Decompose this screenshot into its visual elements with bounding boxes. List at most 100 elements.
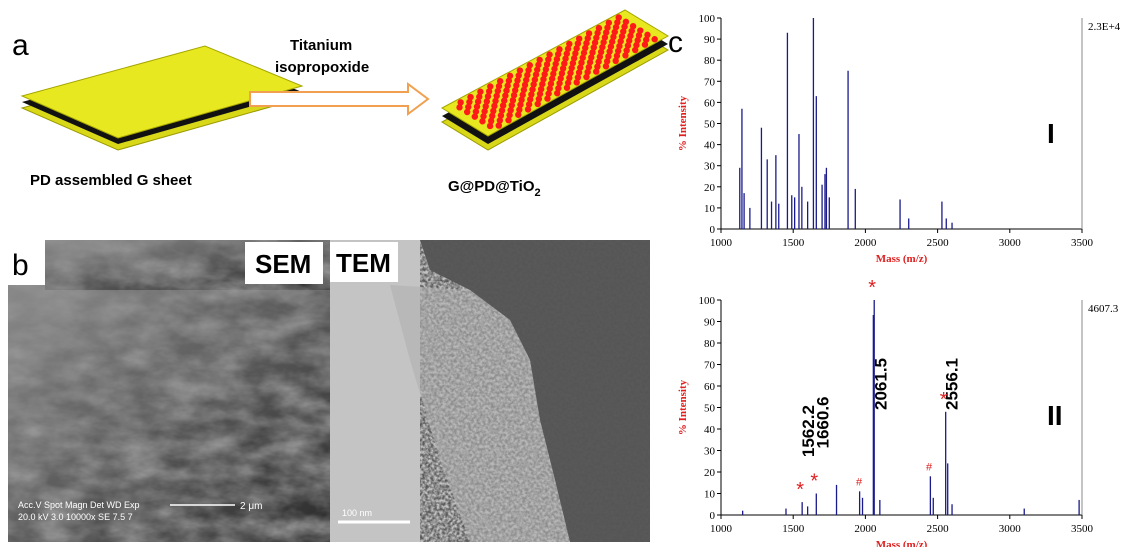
particle: [621, 23, 627, 29]
particle: [497, 117, 503, 123]
particle: [604, 24, 610, 30]
particle: [587, 59, 593, 65]
y-tick-label: 70: [704, 76, 716, 88]
y-tick-label: 100: [699, 295, 716, 307]
particle: [580, 55, 586, 61]
particle: [626, 38, 632, 44]
particle: [602, 34, 608, 40]
scale-label: 2 μm: [240, 501, 262, 512]
particle: [582, 45, 588, 51]
peak-label: 1660.6: [813, 397, 832, 449]
sem-info: 20.0 kV 3.0 10000x SE 7.5 7: [18, 512, 133, 522]
x-axis-label: Mass (m/z): [876, 539, 928, 547]
y-tick-label: 40: [704, 140, 716, 152]
particle: [575, 74, 581, 80]
particle: [604, 58, 610, 64]
panel-label: b: [12, 249, 29, 282]
caption: PD assembled G sheet: [30, 172, 192, 189]
particle: [533, 71, 539, 77]
particle: [555, 85, 561, 91]
particle: [486, 88, 492, 94]
particle: [643, 37, 649, 43]
particle: [553, 61, 559, 67]
y-tick-label: 80: [704, 338, 716, 350]
particle: [479, 118, 485, 124]
panel-label: c: [668, 26, 683, 59]
y-tick-label: 30: [704, 446, 716, 458]
particle: [548, 81, 554, 87]
particle: [560, 65, 566, 71]
x-tick-label: 3500: [1071, 523, 1094, 535]
particle: [528, 91, 534, 97]
particle: [585, 35, 591, 41]
y-tick-label: 70: [704, 360, 716, 372]
y-tick-label: 0: [710, 510, 716, 522]
peak-mark: #: [856, 476, 863, 488]
spectrum-label: II: [1047, 400, 1063, 431]
image-title: TEM: [336, 248, 391, 278]
scale-label: 100 nm: [342, 508, 372, 518]
particle: [614, 19, 620, 25]
particle: [612, 29, 618, 35]
particle: [501, 97, 507, 103]
y-tick-label: 50: [704, 119, 716, 131]
particle: [543, 66, 549, 72]
particle: [562, 55, 568, 61]
y-axis-label: % Intensity: [677, 379, 689, 435]
particle: [466, 99, 472, 105]
particle: [545, 90, 551, 96]
particle: [589, 49, 595, 55]
x-tick-label: 3000: [999, 237, 1022, 249]
y-tick-label: 90: [704, 34, 716, 46]
x-tick-label: 2000: [854, 237, 877, 249]
particle: [570, 60, 576, 66]
y-axis-label: % Intensity: [677, 95, 689, 151]
spectrum-label: I: [1047, 118, 1055, 149]
y-tick-label: 30: [704, 161, 716, 173]
particle: [594, 63, 600, 69]
y-tick-label: 0: [710, 224, 716, 236]
x-tick-label: 3500: [1071, 237, 1094, 249]
particle: [616, 43, 622, 49]
max-intensity: 2.3E+4: [1088, 21, 1121, 33]
x-tick-label: 1000: [710, 237, 733, 249]
y-tick-label: 10: [704, 489, 716, 501]
particle: [489, 113, 495, 119]
particle: [506, 112, 512, 118]
particle: [592, 39, 598, 45]
caption: G@PD@TiO2: [448, 178, 541, 199]
particle: [636, 32, 642, 38]
peak-mark: *: [940, 389, 948, 411]
particle: [651, 36, 657, 42]
y-tick-label: 20: [704, 467, 716, 479]
particle: [594, 30, 600, 36]
particle: [565, 80, 571, 86]
particle: [491, 103, 497, 109]
x-tick-label: 3000: [999, 523, 1022, 535]
caption-main: G@PD@TiO: [448, 178, 535, 195]
particle: [484, 98, 490, 104]
peak-mark: #: [926, 461, 933, 473]
particle: [481, 108, 487, 114]
y-tick-label: 100: [699, 13, 716, 25]
y-tick-label: 40: [704, 424, 716, 436]
x-tick-label: 1500: [782, 237, 805, 249]
sem-info: Acc.V Spot Magn Det WD Exp: [18, 500, 140, 510]
particle: [474, 103, 480, 109]
y-tick-label: 90: [704, 317, 716, 329]
particle: [565, 46, 571, 52]
particle: [623, 47, 629, 53]
particle: [550, 71, 556, 77]
particle: [525, 67, 531, 73]
caption-sub: 2: [534, 187, 540, 199]
x-tick-label: 2000: [854, 523, 877, 535]
reagent: isopropoxide: [275, 59, 369, 76]
particle: [609, 39, 615, 45]
particle: [493, 93, 499, 99]
particle: [535, 62, 541, 68]
right-sheet: [442, 10, 668, 150]
peak-label: 2061.5: [871, 358, 890, 410]
particle: [614, 53, 620, 59]
particle: [577, 64, 583, 70]
peak-mark: *: [796, 479, 804, 501]
